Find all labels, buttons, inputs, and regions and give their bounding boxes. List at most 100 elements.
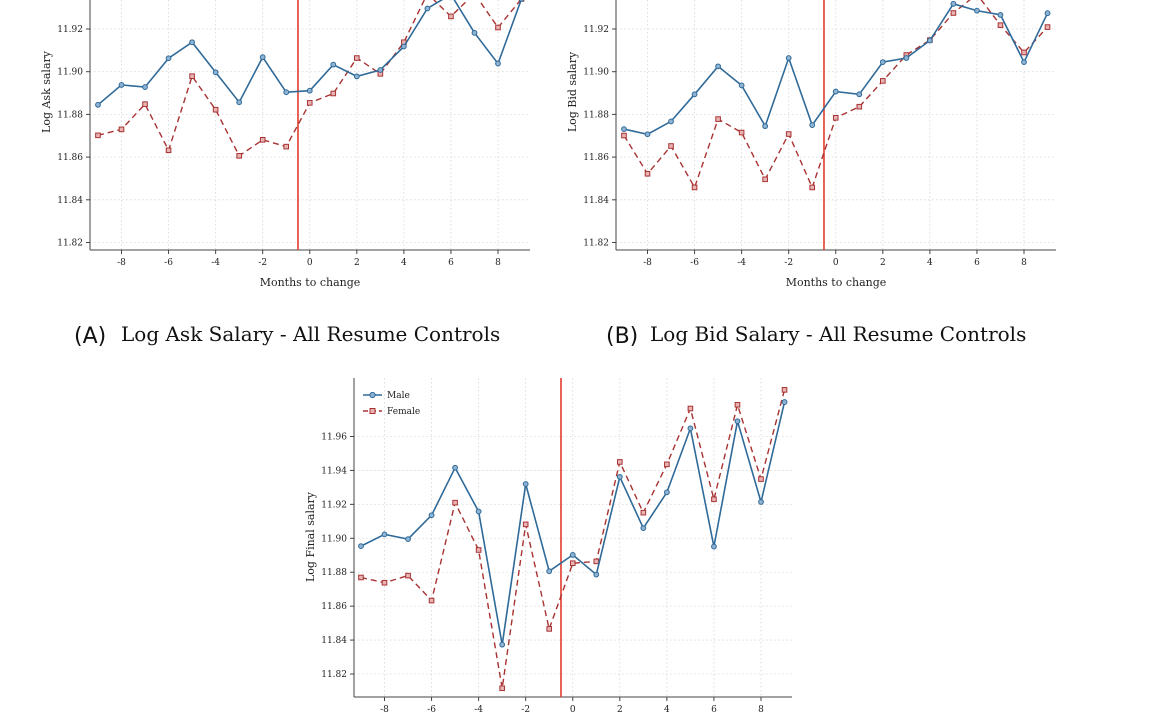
female-point	[1044, 24, 1051, 30]
male-point	[306, 87, 313, 94]
female-point	[832, 115, 839, 121]
male-point	[452, 464, 458, 471]
panel-c-axes	[353, 378, 792, 698]
female-point	[283, 143, 290, 150]
male-point	[974, 7, 980, 14]
x-tick-label: 2	[880, 258, 886, 268]
panel-b-ticks: -8 -6 -4 -2 0 2 4 6 8 11.82 11.84 11.86 11.88 11.90 11…	[583, 25, 1027, 268]
legend-male-label: Male	[387, 391, 410, 401]
male-point	[165, 55, 172, 62]
y-tick-label: 11.82	[321, 670, 347, 680]
male-point	[283, 89, 290, 96]
panel-b-series	[621, 0, 1051, 191]
x-tick-label: -2	[784, 258, 793, 268]
male-point	[687, 425, 694, 432]
female-point	[405, 572, 411, 579]
female-point	[118, 126, 125, 133]
female-point	[664, 461, 670, 468]
male-point	[522, 481, 529, 487]
panel-a-ylabel: Log Ask salary	[40, 50, 53, 133]
male-point	[353, 73, 360, 80]
female-point	[617, 459, 623, 465]
male-point	[663, 489, 670, 496]
female-point	[593, 558, 600, 565]
panel-c-legend: Male Female	[363, 391, 420, 417]
y-tick-label: 11.90	[321, 534, 347, 544]
female-point	[880, 78, 886, 84]
female-point	[738, 129, 745, 136]
male-point	[400, 43, 407, 50]
x-tick-label: 2	[617, 705, 623, 715]
x-tick-label: -2	[521, 705, 530, 715]
female-point	[475, 547, 482, 553]
y-tick-label: 11.84	[583, 196, 609, 206]
female-point	[306, 100, 313, 106]
x-tick-label: 2	[354, 258, 360, 268]
male-point	[926, 37, 933, 44]
male-point	[668, 118, 674, 125]
y-tick-label: 11.92	[583, 25, 609, 35]
female-point	[452, 499, 458, 506]
x-tick-label: -6	[164, 258, 173, 268]
male-point	[879, 59, 886, 65]
panel-c-ticks: -8 -6 -4 -2 0 2 4 6 8 11.82 11.84 11.86 11.88 11.90 11…	[321, 433, 764, 716]
x-tick-label: 8	[1021, 258, 1027, 268]
female-point	[165, 147, 172, 154]
x-tick-label: 0	[833, 258, 839, 268]
female-point	[762, 176, 768, 183]
caption-b-text: Log Bid Salary - All Resume Controls	[650, 322, 1026, 346]
panel-c-ylabel: Log Final salary	[304, 491, 317, 582]
panel-c-log-final-salary: -8 -6 -4 -2 0 2 4 6 8 11.82 11.84 11.86 11.88 11.90 11…	[304, 378, 792, 715]
female-point	[95, 132, 101, 139]
male-point	[546, 568, 553, 575]
female-point	[715, 116, 721, 122]
female-point	[189, 73, 195, 79]
male-point	[1044, 10, 1051, 17]
panel-b-grid	[616, 0, 1056, 250]
x-tick-label: 4	[401, 258, 407, 268]
female-point	[499, 685, 505, 692]
male-point	[758, 499, 764, 505]
male-point	[640, 525, 647, 532]
male-point	[142, 84, 148, 90]
female-point	[1021, 49, 1027, 56]
y-tick-label: 11.90	[583, 68, 609, 78]
male-point	[471, 29, 478, 36]
caption-b-letter: (B)	[606, 324, 638, 349]
female-point	[950, 10, 957, 16]
caption-a-text: Log Ask Salary - All Resume Controls	[121, 322, 500, 346]
x-tick-label: 6	[974, 258, 980, 268]
male-point	[691, 91, 698, 98]
caption-a: (A) Log Ask Salary - All Resume Controls	[74, 322, 500, 349]
male-point	[495, 60, 501, 67]
male-point	[330, 61, 337, 68]
female-point	[687, 405, 694, 412]
female-point	[856, 103, 863, 110]
male-point	[358, 543, 364, 549]
legend-female-label: Female	[387, 407, 420, 417]
x-tick-label: 8	[495, 258, 501, 268]
male-point	[569, 552, 576, 558]
male-point	[424, 5, 431, 12]
female-point	[569, 560, 576, 567]
x-tick-label: 6	[711, 705, 717, 715]
female-point	[142, 101, 148, 107]
panel-a-ticks: -8 -6 -4 -2 0 2 4 6 8 11.82 11.84 11.86 11.88 11.90 11…	[57, 25, 501, 268]
y-tick-label: 11.82	[583, 239, 609, 249]
male-point	[832, 88, 839, 95]
male-point	[903, 55, 910, 61]
y-tick-label: 11.94	[321, 466, 347, 476]
x-tick-label: -4	[211, 258, 220, 268]
male-point	[236, 99, 243, 106]
male-point	[762, 123, 769, 130]
male-point	[475, 508, 482, 515]
female-point	[358, 574, 364, 581]
male-point	[405, 536, 411, 543]
male-point	[189, 39, 195, 46]
y-tick-label: 11.88	[57, 110, 83, 120]
female-point	[495, 24, 501, 31]
male-point	[711, 543, 717, 550]
male-point	[997, 12, 1004, 18]
female-point	[644, 170, 651, 177]
